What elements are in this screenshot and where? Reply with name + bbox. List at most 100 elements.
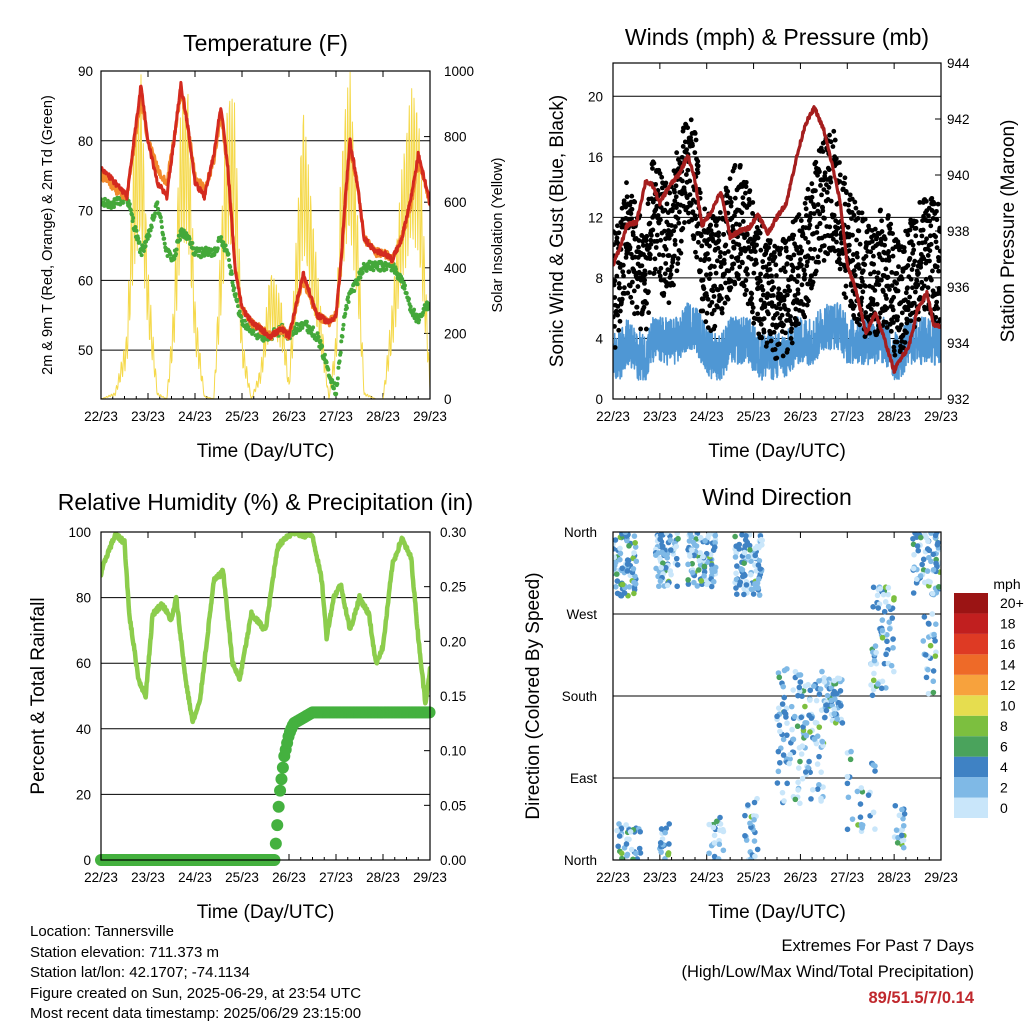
chart-title: Relative Humidity (%) & Precipitation (i… [58, 489, 473, 515]
gust-point [661, 290, 667, 296]
gust-point [761, 329, 767, 335]
gust-point [803, 206, 809, 212]
dewpoint-point [162, 236, 167, 241]
dewpoint-point [402, 286, 407, 291]
gust-point [907, 294, 913, 300]
direction-point [872, 768, 878, 774]
gust-point [813, 268, 819, 274]
direction-point [780, 752, 787, 758]
direction-point [685, 577, 691, 583]
gust-point [647, 220, 653, 226]
gust-point [712, 323, 718, 329]
gust-point [698, 233, 704, 239]
gust-point [874, 234, 880, 240]
gust-point [646, 245, 652, 251]
direction-point [750, 591, 757, 597]
gust-point [908, 318, 914, 324]
gust-point [774, 355, 780, 361]
gust-point [875, 270, 881, 276]
gust-point [891, 348, 897, 354]
direction-point [816, 678, 822, 684]
direction-point [667, 537, 674, 543]
y-right-tick-label: 600 [444, 195, 467, 210]
y-tick-label: 16 [588, 150, 603, 165]
gust-point [903, 290, 909, 296]
gust-point [715, 287, 721, 293]
gust-point [645, 201, 651, 207]
direction-point [689, 547, 695, 554]
gust-point [811, 211, 817, 217]
gust-point [766, 261, 772, 267]
gust-point [891, 320, 896, 325]
gust-point [768, 331, 773, 337]
extremes-values: 89/51.5/7/0.14 [868, 989, 974, 1007]
x-tick-label: 23/23 [643, 870, 677, 885]
gust-point [836, 256, 842, 262]
gust-point [751, 320, 757, 326]
gust-point [934, 208, 939, 214]
gust-point [693, 137, 699, 143]
gust-point [890, 253, 896, 259]
gust-point [672, 238, 678, 243]
gust-point [648, 241, 654, 247]
legend-swatch [954, 736, 988, 757]
gust-point [706, 256, 712, 262]
direction-point [823, 707, 830, 714]
gust-point [883, 319, 889, 325]
dewpoint-point [147, 233, 152, 238]
direction-point [890, 636, 896, 642]
direction-point [870, 809, 877, 816]
gust-point [917, 295, 923, 300]
gust-point [636, 238, 642, 243]
direction-point [910, 565, 917, 572]
gust-point [679, 178, 685, 184]
x-tick-label: 22/23 [84, 870, 118, 885]
gust-point [716, 238, 722, 243]
direction-point [689, 569, 696, 576]
gust-point [887, 287, 892, 292]
direction-point [714, 818, 720, 825]
y-tick-label: 8 [595, 271, 603, 286]
gust-point [616, 327, 622, 333]
direction-point [736, 541, 743, 548]
gust-point [769, 300, 775, 306]
y-axis-label: Sonic Wind & Gust (Blue, Black) [547, 95, 568, 367]
gust-point [728, 203, 734, 209]
gust-point [933, 234, 939, 240]
direction-point [795, 787, 801, 793]
gust-point [744, 232, 750, 238]
gust-point [680, 144, 686, 149]
gust-point [629, 206, 635, 212]
gust-point [899, 310, 905, 316]
direction-point [814, 786, 821, 792]
direction-point [631, 550, 637, 556]
direction-point [920, 556, 927, 563]
direction-point [885, 603, 892, 610]
direction-point [818, 798, 824, 804]
dewpoint-point [177, 237, 182, 242]
gust-point [863, 253, 869, 259]
gust-point [876, 282, 882, 288]
direction-point [879, 617, 886, 623]
gust-point [815, 254, 821, 260]
gust-point [723, 242, 729, 248]
gust-point [918, 260, 924, 266]
direction-point [811, 683, 817, 689]
direction-point [784, 732, 790, 738]
gust-point [682, 220, 687, 225]
dewpoint-point [315, 331, 320, 336]
direction-point [816, 753, 822, 760]
gust-point [707, 243, 712, 249]
direction-point [888, 662, 895, 669]
gust-point [739, 210, 745, 216]
gust-point [938, 318, 941, 323]
direction-point [816, 724, 823, 730]
direction-point [874, 592, 881, 599]
gust-point [672, 242, 678, 247]
gust-point [807, 222, 813, 228]
gust-point [714, 258, 720, 264]
gust-point [833, 232, 839, 237]
direction-point [720, 826, 726, 833]
gust-point [868, 306, 874, 312]
gust-point [874, 275, 880, 280]
